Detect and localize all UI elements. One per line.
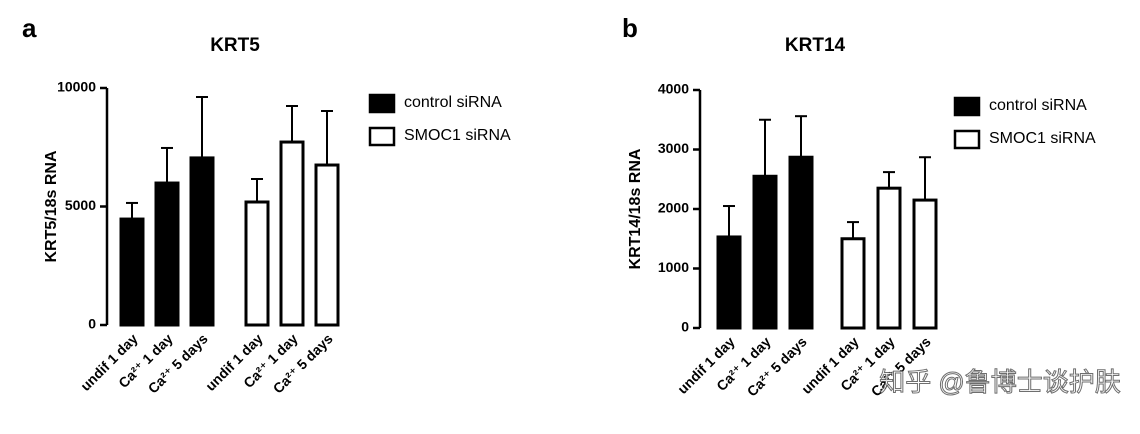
y-tick-label: 2000 (658, 200, 689, 216)
y-tick-label: 4000 (658, 81, 689, 97)
panel-letter: a (22, 13, 37, 43)
y-axis-label: KRT14/18s RNA (627, 148, 644, 269)
y-tick-label: 0 (88, 316, 96, 332)
bar (876, 186, 902, 330)
chart-title: KRT5 (210, 35, 260, 56)
bar (752, 174, 778, 330)
bar (119, 217, 145, 327)
bar (189, 156, 215, 327)
legend-label: control siRNA (404, 94, 502, 111)
watermark: 知乎 @鲁博士谈护肤 (879, 367, 1121, 397)
chart-title: KRT14 (785, 35, 846, 56)
y-tick-label: 0 (681, 319, 689, 335)
bar (840, 237, 866, 330)
bar (716, 235, 742, 330)
bar (279, 140, 305, 327)
y-axis-label: KRT5/18s RNA (43, 150, 60, 262)
bar (912, 198, 938, 330)
legend-label: SMOC1 siRNA (404, 127, 511, 144)
y-tick-label: 1000 (658, 259, 689, 275)
bar (314, 163, 340, 327)
y-tick-label: 5000 (65, 197, 96, 213)
legend-label: control siRNA (989, 97, 1087, 114)
legend-swatch (953, 129, 981, 150)
bar (244, 200, 270, 327)
legend-swatch (368, 93, 396, 114)
panel-letter: b (622, 13, 638, 43)
bar (154, 181, 180, 327)
bar (788, 155, 814, 330)
y-tick-label: 10000 (57, 79, 96, 95)
y-tick-label: 3000 (658, 140, 689, 156)
legend-label: SMOC1 siRNA (989, 130, 1096, 147)
legend-swatch (368, 126, 396, 147)
legend-swatch (953, 96, 981, 117)
